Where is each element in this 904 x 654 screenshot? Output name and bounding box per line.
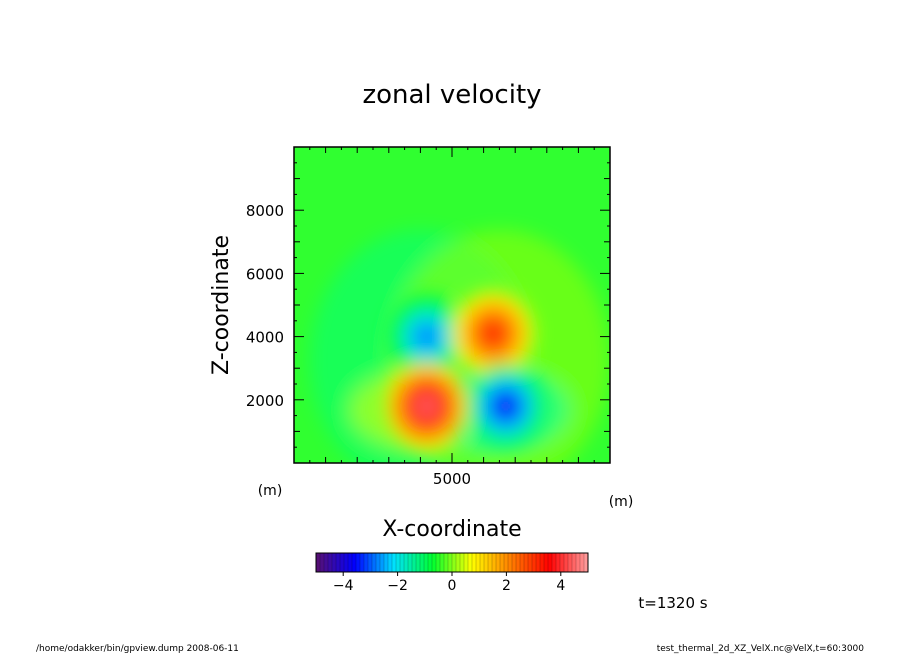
x-tick-label-5000: 5000 — [433, 470, 471, 488]
colorbar-tick-label: 4 — [556, 578, 565, 594]
colorbar-swatch — [324, 553, 329, 572]
colorbar-swatch — [496, 553, 501, 572]
field-anomaly-2 — [386, 364, 467, 449]
y-tick-label-4000: 4000 — [246, 329, 284, 347]
heatmap-field — [294, 147, 610, 463]
x-axis-label: X-coordinate — [382, 517, 521, 542]
colorbar-swatch — [528, 553, 533, 572]
colorbar-swatch — [364, 553, 369, 572]
colorbar-tick-label: 2 — [502, 578, 511, 594]
colorbar-swatch — [432, 553, 437, 572]
y-tick-label-6000: 6000 — [246, 265, 284, 283]
colorbar-swatch — [428, 553, 433, 572]
colorbar-swatch — [368, 553, 373, 572]
y-tick-label-2000: 2000 — [246, 392, 284, 410]
colorbar-swatch — [436, 553, 441, 572]
colorbar-swatch — [480, 553, 485, 572]
footer-left: /home/odakker/bin/gpview.dump 2008-06-11 — [36, 644, 239, 654]
chart-title: zonal velocity — [362, 80, 541, 110]
colorbar-swatch — [552, 553, 557, 572]
colorbar-swatch — [392, 553, 397, 572]
colorbar-swatch — [448, 553, 453, 572]
colorbar-swatch — [568, 553, 573, 572]
colorbar-swatch — [372, 553, 377, 572]
colorbar-swatch — [464, 553, 469, 572]
colorbar-swatch — [536, 553, 541, 572]
y-tick-labels: 2000 4000 6000 8000 — [246, 202, 284, 410]
colorbar-swatch — [476, 553, 481, 572]
colorbar-swatch — [424, 553, 429, 572]
colorbar-tick-labels: −4 −2 0 2 4 — [333, 578, 565, 594]
colorbar-swatch — [380, 553, 385, 572]
colorbar-swatch — [396, 553, 401, 572]
colorbar-swatch — [548, 553, 553, 572]
field-anomaly-0 — [386, 294, 467, 379]
colorbar-swatch — [316, 553, 321, 572]
colorbar-swatch — [356, 553, 361, 572]
colorbar-tick-label: −4 — [333, 578, 354, 594]
x-axis-unit: (m) — [609, 494, 634, 510]
colorbar-swatch — [468, 553, 473, 572]
colorbar-swatch — [504, 553, 509, 572]
colorbar-swatch — [556, 553, 561, 572]
colorbar-swatch — [532, 553, 537, 572]
colorbar-swatch — [540, 553, 545, 572]
colorbar-swatch — [376, 553, 381, 572]
field-anomaly-3 — [465, 364, 546, 449]
colorbar-swatch — [328, 553, 333, 572]
colorbar-swatch — [408, 553, 413, 572]
colorbar-swatch — [320, 553, 325, 572]
colorbar-swatch — [584, 553, 589, 572]
colorbar-swatch — [440, 553, 445, 572]
colorbar-swatch — [352, 553, 357, 572]
field-anomaly-1 — [453, 291, 534, 376]
colorbar-swatch — [576, 553, 581, 572]
colorbar-swatch — [388, 553, 393, 572]
colorbar-swatch — [516, 553, 521, 572]
colorbar-tick-label: 0 — [448, 578, 457, 594]
colorbar-swatch — [400, 553, 405, 572]
colorbar-swatch — [500, 553, 505, 572]
colorbar-swatch — [544, 553, 549, 572]
colorbar-swatch — [420, 553, 425, 572]
colorbar-swatch — [524, 553, 529, 572]
colorbar-tick-label: −2 — [387, 578, 408, 594]
colorbar-swatch — [564, 553, 569, 572]
colorbar-swatch — [484, 553, 489, 572]
y-axis-label: Z-coordinate — [209, 235, 234, 375]
colorbar-swatch — [460, 553, 465, 572]
colorbar-swatch — [492, 553, 497, 572]
colorbar-swatch — [452, 553, 457, 572]
footer-right: test_thermal_2d_XZ_VelX.nc@VelX,t=60:300… — [657, 644, 865, 654]
y-tick-label-8000: 8000 — [246, 202, 284, 220]
colorbar-swatch — [336, 553, 341, 572]
colorbar-swatch — [456, 553, 461, 572]
time-label: t=1320 s — [638, 594, 707, 612]
colorbar-swatch — [344, 553, 349, 572]
colorbar-swatch — [580, 553, 585, 572]
colorbar-swatch — [412, 553, 417, 572]
colorbar-swatch — [472, 553, 477, 572]
colorbar-swatch — [508, 553, 513, 572]
colorbar-swatch — [512, 553, 517, 572]
colorbar — [315, 552, 589, 576]
colorbar-swatch — [444, 553, 449, 572]
colorbar-swatch — [560, 553, 565, 572]
colorbar-swatch — [404, 553, 409, 572]
colorbar-swatch — [348, 553, 353, 572]
colorbar-swatch — [332, 553, 337, 572]
x-tick-labels: 5000 — [433, 470, 471, 488]
colorbar-swatch — [416, 553, 421, 572]
colorbar-swatch — [520, 553, 525, 572]
colorbar-swatch — [384, 553, 389, 572]
y-axis-unit: (m) — [258, 483, 283, 499]
colorbar-swatch — [488, 553, 493, 572]
colorbar-swatch — [572, 553, 577, 572]
colorbar-swatch — [360, 553, 365, 572]
colorbar-swatch — [340, 553, 345, 572]
axis-ticks — [294, 147, 610, 463]
